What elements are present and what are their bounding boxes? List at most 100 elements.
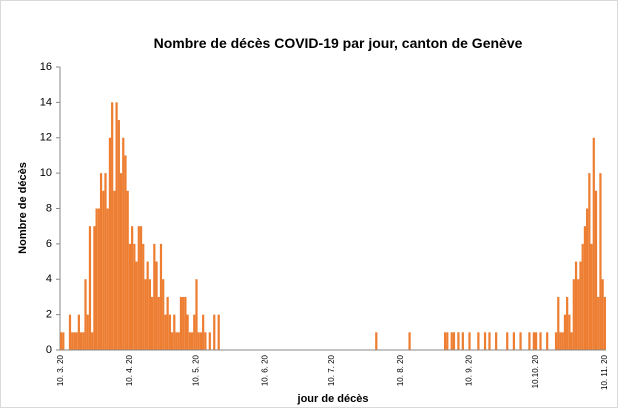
bar <box>603 296 606 350</box>
bar <box>213 314 216 350</box>
bar <box>95 208 98 350</box>
x-tick-label: 10. 3. 20 <box>56 354 65 386</box>
bar <box>175 332 178 350</box>
bar <box>186 314 189 350</box>
bar <box>99 173 103 350</box>
bar <box>557 296 560 350</box>
bar <box>592 137 595 350</box>
bar <box>528 332 531 350</box>
bar <box>468 332 471 350</box>
bar <box>162 279 165 350</box>
bar <box>62 332 65 350</box>
bar <box>204 332 207 350</box>
y-tick-label: 6 <box>46 238 52 250</box>
y-tick-label: 2 <box>46 309 52 321</box>
bar <box>122 137 125 350</box>
bar <box>512 332 515 350</box>
bar <box>146 261 149 350</box>
bar <box>166 296 169 350</box>
bar <box>461 332 464 350</box>
bar <box>184 296 187 350</box>
bar <box>561 332 564 350</box>
bar <box>534 332 538 350</box>
x-tick-label: 10. 6. 20 <box>260 354 269 386</box>
bar <box>568 314 571 350</box>
bar <box>495 332 498 350</box>
bar <box>588 173 591 350</box>
y-tick-label: 12 <box>40 132 52 144</box>
bar <box>570 332 573 350</box>
bar <box>450 332 453 350</box>
bar <box>135 261 138 350</box>
bar <box>128 243 132 350</box>
bar <box>208 332 211 350</box>
bar <box>75 332 78 350</box>
bar <box>142 243 145 350</box>
bar <box>408 332 411 350</box>
bar <box>148 279 151 350</box>
bar <box>124 155 127 350</box>
bar <box>170 332 174 350</box>
bar <box>60 332 63 350</box>
bar <box>581 243 584 350</box>
bar <box>375 332 378 350</box>
x-axis-label: jour de décès <box>297 393 369 405</box>
y-tick-label: 16 <box>40 61 52 73</box>
bar <box>597 296 600 350</box>
x-tick-label: 10. 4. 20 <box>125 354 134 386</box>
bar <box>153 243 156 350</box>
bar <box>457 332 460 350</box>
bar <box>599 173 602 350</box>
bar <box>202 314 205 350</box>
bar <box>126 190 129 350</box>
bar <box>82 332 85 350</box>
y-axis-label: Nombre de décès <box>17 162 29 254</box>
y-tick-label: 0 <box>46 344 52 356</box>
bar <box>199 332 203 350</box>
bar <box>572 279 575 350</box>
bar <box>102 190 105 350</box>
bar <box>84 279 87 350</box>
bar <box>594 190 598 350</box>
bar <box>488 332 491 350</box>
bar <box>519 332 522 350</box>
chart-title: Nombre de décès COVID-19 par jour, canto… <box>154 35 523 51</box>
bar <box>190 332 194 350</box>
bar <box>88 226 92 350</box>
x-tick-label: 10. 8. 20 <box>396 354 405 386</box>
y-tick-label: 14 <box>40 96 52 108</box>
bar <box>188 332 191 350</box>
bar <box>577 279 580 350</box>
bar <box>106 208 109 350</box>
bar <box>131 226 134 350</box>
bar <box>155 261 158 350</box>
x-tick-label: 10. 7. 20 <box>327 354 336 386</box>
bar <box>554 332 558 350</box>
bar <box>91 332 94 350</box>
y-tick-label: 10 <box>40 167 52 179</box>
bar <box>197 332 200 350</box>
bar <box>477 332 480 350</box>
bar <box>179 296 183 350</box>
x-tick-label: 10. 5. 20 <box>192 354 201 386</box>
bar <box>77 314 80 350</box>
x-tick-label: 10.10. 20 <box>531 354 540 388</box>
y-tick-label: 4 <box>46 273 52 285</box>
bar <box>157 296 160 350</box>
bar <box>563 314 567 350</box>
bar <box>113 190 116 350</box>
bar <box>452 332 456 350</box>
bar <box>68 314 72 350</box>
bar <box>137 226 140 350</box>
bar <box>104 173 107 350</box>
bar <box>182 296 185 350</box>
bar <box>539 332 542 350</box>
x-tick-label: 10. 9. 20 <box>465 354 474 386</box>
bar <box>546 332 549 350</box>
bar <box>133 243 136 350</box>
bar <box>173 314 176 350</box>
bar <box>168 314 171 350</box>
bar <box>139 226 143 350</box>
bar <box>532 332 535 350</box>
